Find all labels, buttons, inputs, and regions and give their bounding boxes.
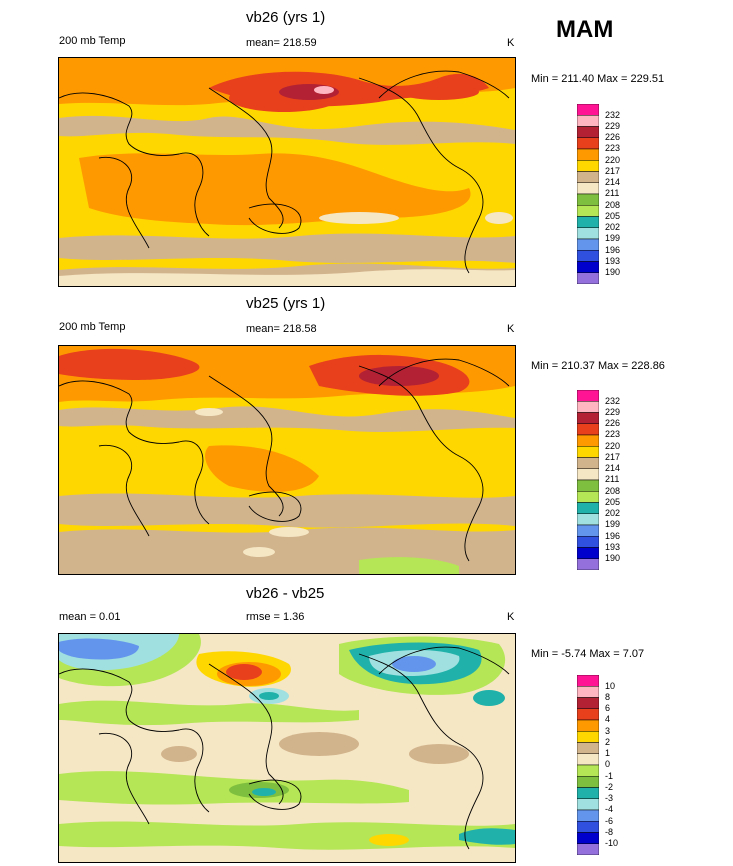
panel1-map bbox=[58, 57, 516, 287]
panel2-cbar-label: 229 bbox=[605, 407, 621, 417]
panel1-title: vb26 (yrs 1) bbox=[246, 9, 326, 26]
panel1-cbar-label: 193 bbox=[605, 256, 621, 266]
panel3-cbar-label: -8 bbox=[605, 827, 614, 837]
panel1-cbar-label: 199 bbox=[605, 233, 621, 243]
panel3-cbar-label: -1 bbox=[605, 771, 614, 781]
panel2-minmax: Min = 210.37 Max = 228.86 bbox=[531, 360, 665, 372]
panel3-cbar-label: 6 bbox=[605, 703, 611, 713]
panel2-cbar-label: 190 bbox=[605, 553, 621, 563]
panel1-cbar-label: 220 bbox=[605, 155, 621, 165]
panel1-cbar-label: 232 bbox=[605, 110, 621, 120]
panel1-cbar-label: 211 bbox=[605, 188, 620, 198]
panel1-colorbar-swatches bbox=[576, 103, 600, 285]
panel3-cbar-label: 2 bbox=[605, 737, 611, 747]
panel1-variable-label: 200 mb Temp bbox=[59, 35, 126, 47]
panel2-cbar-label: 220 bbox=[605, 441, 621, 451]
panel2-cbar-label: 193 bbox=[605, 542, 621, 552]
panel3-mean-label: mean = 0.01 bbox=[59, 611, 121, 623]
panel2-cbar-label: 214 bbox=[605, 463, 621, 473]
panel3-colorbar-swatches bbox=[576, 674, 600, 856]
panel1-cbar-label: 205 bbox=[605, 211, 621, 221]
panel1-cbar-label: 202 bbox=[605, 222, 621, 232]
panel1-cbar-label: 223 bbox=[605, 143, 621, 153]
panel1-cbar-label: 214 bbox=[605, 177, 621, 187]
panel2-map bbox=[58, 345, 516, 575]
panel2-units: K bbox=[507, 323, 515, 335]
panel1-cbar-label: 208 bbox=[605, 200, 621, 210]
panel2-cbar-label: 205 bbox=[605, 497, 621, 507]
panel3-cbar-label: 0 bbox=[605, 759, 611, 769]
panel3-cbar-label: 3 bbox=[605, 726, 611, 736]
panel3-cbar-label: -2 bbox=[605, 782, 614, 792]
panel3-cbar-label: -4 bbox=[605, 804, 614, 814]
panel3-units: K bbox=[507, 611, 515, 623]
panel3-cbar-label: 1 bbox=[605, 748, 611, 758]
panel2-cbar-label: 223 bbox=[605, 429, 621, 439]
panel2-cbar-label: 199 bbox=[605, 519, 621, 529]
panel3-minmax: Min = -5.74 Max = 7.07 bbox=[531, 648, 645, 660]
panel2-cbar-label: 211 bbox=[605, 474, 620, 484]
panel2-cbar-label: 226 bbox=[605, 418, 621, 428]
panel2-colorbar: 232 229 226 223 220 217 214 211 208 205 … bbox=[576, 389, 620, 575]
panel1-cbar-label: 229 bbox=[605, 121, 621, 131]
panel2-colorbar-swatches bbox=[576, 389, 600, 571]
panel2-mean-label: mean= 218.58 bbox=[246, 323, 317, 335]
panel3-cbar-label: 4 bbox=[605, 714, 611, 724]
panel1-cbar-label: 226 bbox=[605, 132, 621, 142]
panel1-units: K bbox=[507, 37, 515, 49]
panel2-title: vb25 (yrs 1) bbox=[246, 295, 326, 312]
panel3-colorbar: 10 8 6 4 3 2 1 0 -1 -2 -3 -4 -6 -8 -10 bbox=[576, 674, 618, 860]
panel1-cbar-label: 196 bbox=[605, 245, 621, 255]
panel1-minmax: Min = 211.40 Max = 229.51 bbox=[531, 73, 665, 85]
panel2-cbar-label: 202 bbox=[605, 508, 621, 518]
panel2-cbar-label: 232 bbox=[605, 396, 621, 406]
panel2-cbar-label: 196 bbox=[605, 531, 621, 541]
panel3-title: vb26 - vb25 bbox=[246, 585, 325, 602]
panel3-rmse-label: rmse = 1.36 bbox=[246, 611, 305, 623]
panel2-cbar-label: 208 bbox=[605, 486, 621, 496]
panel3-cbar-label: 10 bbox=[605, 681, 616, 691]
panel3-cbar-label: -10 bbox=[605, 838, 619, 848]
panel1-cbar-label: 190 bbox=[605, 267, 621, 277]
panel1-mean-label: mean= 218.59 bbox=[246, 37, 317, 49]
panel3-cbar-label: -3 bbox=[605, 793, 614, 803]
panel1-cbar-label: 217 bbox=[605, 166, 621, 176]
panel1-colorbar: 232 229 226 223 220 217 214 211 208 205 … bbox=[576, 103, 620, 289]
panel3-cbar-label: -6 bbox=[605, 816, 614, 826]
panel2-cbar-label: 217 bbox=[605, 452, 621, 462]
panel3-cbar-label: 8 bbox=[605, 692, 611, 702]
season-label: MAM bbox=[556, 16, 614, 43]
panel3-map bbox=[58, 633, 516, 863]
panel2-variable-label: 200 mb Temp bbox=[59, 321, 126, 333]
